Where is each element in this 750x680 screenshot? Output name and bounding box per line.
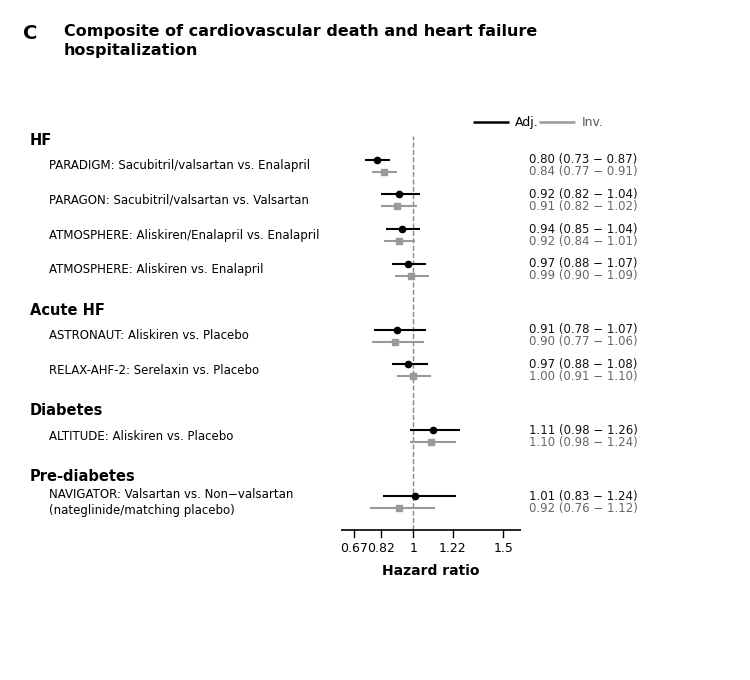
Text: 0.97 (0.88 − 1.08): 0.97 (0.88 − 1.08) [529,358,637,371]
Text: ATMOSPHERE: Aliskiren/Enalapril vs. Enalapril: ATMOSPHERE: Aliskiren/Enalapril vs. Enal… [49,228,320,241]
Text: ATMOSPHERE: Aliskiren vs. Enalapril: ATMOSPHERE: Aliskiren vs. Enalapril [49,263,263,276]
Text: ASTRONAUT: Aliskiren vs. Placebo: ASTRONAUT: Aliskiren vs. Placebo [49,329,248,342]
Text: NAVIGATOR: Valsartan vs. Non−valsartan: NAVIGATOR: Valsartan vs. Non−valsartan [49,488,293,501]
Text: 0.80 (0.73 − 0.87): 0.80 (0.73 − 0.87) [529,153,637,167]
Text: 1.22: 1.22 [439,542,466,555]
Text: (nateglinide/matching placebo): (nateglinide/matching placebo) [49,504,235,517]
Text: 1.01 (0.83 − 1.24): 1.01 (0.83 − 1.24) [529,490,638,503]
Text: Acute HF: Acute HF [30,303,105,318]
Text: 1: 1 [410,542,417,555]
Text: Adj.: Adj. [514,116,538,129]
Text: RELAX-AHF-2: Serelaxin vs. Placebo: RELAX-AHF-2: Serelaxin vs. Placebo [49,364,259,377]
Text: Diabetes: Diabetes [30,403,104,418]
Text: Pre-diabetes: Pre-diabetes [30,469,136,484]
Text: 0.84 (0.77 − 0.91): 0.84 (0.77 − 0.91) [529,165,638,178]
Text: 0.92 (0.76 − 1.12): 0.92 (0.76 − 1.12) [529,502,638,515]
Text: 0.92 (0.82 − 1.04): 0.92 (0.82 − 1.04) [529,188,638,201]
Text: ALTITUDE: Aliskiren vs. Placebo: ALTITUDE: Aliskiren vs. Placebo [49,430,233,443]
Text: 0.97 (0.88 − 1.07): 0.97 (0.88 − 1.07) [529,257,638,271]
Text: PARADIGM: Sacubitril/valsartan vs. Enalapril: PARADIGM: Sacubitril/valsartan vs. Enala… [49,159,310,172]
Text: 1.5: 1.5 [494,542,513,555]
Text: Composite of cardiovascular death and heart failure
hospitalization: Composite of cardiovascular death and he… [64,24,537,58]
Text: 1.11 (0.98 − 1.26): 1.11 (0.98 − 1.26) [529,424,638,437]
Text: Hazard ratio: Hazard ratio [382,564,480,578]
Text: 1.10 (0.98 − 1.24): 1.10 (0.98 − 1.24) [529,436,638,449]
Text: PARAGON: Sacubitril/valsartan vs. Valsartan: PARAGON: Sacubitril/valsartan vs. Valsar… [49,194,309,207]
Text: 0.94 (0.85 − 1.04): 0.94 (0.85 − 1.04) [529,222,638,236]
Text: 0.67: 0.67 [340,542,368,555]
Text: Inv.: Inv. [581,116,603,129]
Text: 0.99 (0.90 − 1.09): 0.99 (0.90 − 1.09) [529,269,638,282]
Text: 0.91 (0.82 − 1.02): 0.91 (0.82 − 1.02) [529,200,638,213]
Text: HF: HF [30,133,52,148]
Text: 0.91 (0.78 − 1.07): 0.91 (0.78 − 1.07) [529,323,638,337]
Text: C: C [22,24,37,43]
Text: 1.00 (0.91 − 1.10): 1.00 (0.91 − 1.10) [529,370,638,383]
Text: 0.92 (0.84 − 1.01): 0.92 (0.84 − 1.01) [529,235,638,248]
Text: 0.90 (0.77 − 1.06): 0.90 (0.77 − 1.06) [529,335,638,348]
Text: 0.82: 0.82 [367,542,394,555]
